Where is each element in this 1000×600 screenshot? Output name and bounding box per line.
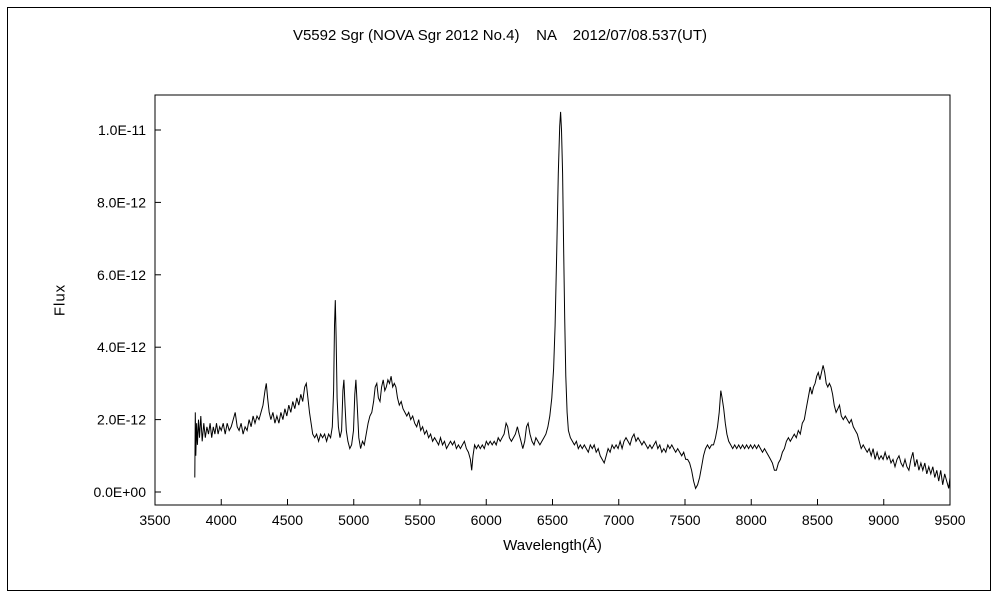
x-tick-label: 5000 <box>338 512 369 528</box>
y-tick-label: 8.0E-12 <box>97 194 146 210</box>
x-tick-label: 9000 <box>868 512 899 528</box>
y-tick-label: 1.0E-11 <box>98 122 146 138</box>
x-tick-label: 8000 <box>736 512 767 528</box>
x-tick-label: 8500 <box>802 512 833 528</box>
y-tick-label: 6.0E-12 <box>97 267 146 283</box>
spectrum-line <box>194 111 951 490</box>
plot-border <box>154 94 951 506</box>
y-tick-label: 4.0E-12 <box>97 339 146 355</box>
x-tick-label: 6000 <box>471 512 502 528</box>
x-tick-label: 4000 <box>206 512 237 528</box>
figure-frame <box>7 7 991 591</box>
x-tick-label: 5500 <box>404 512 435 528</box>
x-tick-label: 7000 <box>603 512 634 528</box>
x-tick-label: 4500 <box>272 512 303 528</box>
chart-title: V5592 Sgr (NOVA Sgr 2012 No.4) NA 2012/0… <box>292 27 708 44</box>
y-tick-label: 0.0E+00 <box>93 484 146 500</box>
y-tick-label: 2.0E-12 <box>97 412 146 428</box>
x-axis-label: Wavelength(Å) <box>503 537 602 554</box>
x-tick-label: 7500 <box>669 512 700 528</box>
x-tick-label: 6500 <box>537 512 568 528</box>
x-tick-label: 3500 <box>139 512 170 528</box>
x-tick-label: 9500 <box>934 512 965 528</box>
